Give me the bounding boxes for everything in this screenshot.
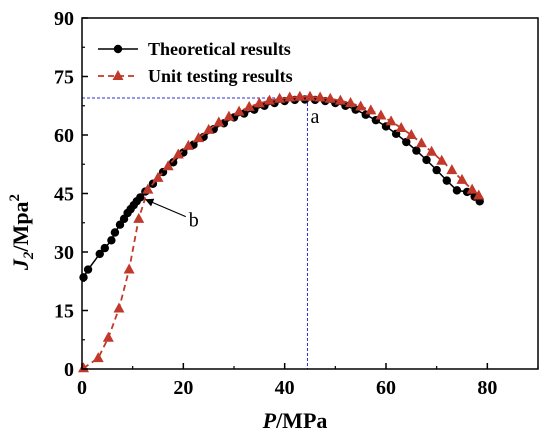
data-point-circle	[432, 165, 441, 175]
x-tick-label: 0	[77, 377, 87, 399]
data-point-circle	[95, 249, 104, 259]
data-point-triangle	[345, 97, 357, 108]
data-point-circle	[110, 228, 120, 237]
data-point-triangle	[334, 94, 346, 105]
y-axis-title-subscript: 2	[21, 251, 37, 260]
x-axis-title-symbol: P	[262, 408, 277, 433]
data-point-circle	[79, 273, 88, 282]
y-tick-label: 45	[54, 184, 74, 206]
legend-item-theoretical: Theoretical results	[98, 39, 291, 59]
data-point-triangle	[375, 109, 387, 120]
y-axis-title-symbol: J	[8, 258, 33, 271]
data-point-circle	[169, 158, 178, 167]
data-point-triangle	[78, 362, 90, 373]
y-axis-title: J2/Mpa2	[7, 194, 37, 271]
x-tick-label: 40	[275, 377, 295, 399]
legend-marker-theoretical	[113, 44, 123, 54]
annotation-arrow-b	[145, 198, 187, 218]
data-point-circle	[83, 265, 93, 274]
series-0	[79, 95, 484, 282]
data-point-triangle	[223, 110, 235, 121]
data-point-triangle	[324, 92, 336, 103]
y-tick-label: 90	[54, 8, 74, 30]
annotation-label-b: b	[189, 210, 199, 232]
data-point-triangle	[253, 97, 265, 108]
data-point-circle	[107, 236, 116, 245]
x-tick-label: 60	[376, 377, 396, 399]
y-tick-label: 30	[54, 242, 74, 264]
data-point-triangle	[473, 189, 485, 200]
x-axis-title: P/MPa	[262, 408, 328, 433]
data-point-triangle	[92, 352, 104, 363]
legend-marker-unit-testing	[112, 70, 124, 80]
data-point-triangle	[426, 145, 438, 156]
series-layer	[78, 90, 485, 373]
data-point-triangle	[102, 331, 114, 342]
data-point-triangle	[182, 139, 194, 150]
annotation-label-a: a	[310, 106, 319, 128]
data-point-circle	[136, 193, 145, 202]
y-tick-label: 60	[54, 125, 74, 147]
data-point-triangle	[466, 183, 478, 194]
data-point-triangle	[263, 94, 275, 105]
data-point-triangle	[172, 148, 184, 159]
data-point-triangle	[456, 173, 468, 184]
x-tick-label: 20	[173, 377, 193, 399]
data-point-triangle	[152, 171, 164, 182]
x-axis-title-unit: /MPa	[275, 408, 327, 433]
y-tick-label: 15	[54, 301, 74, 323]
data-point-triangle	[294, 90, 306, 101]
data-point-triangle	[385, 115, 397, 126]
data-point-triangle	[133, 212, 145, 223]
data-point-triangle	[142, 183, 154, 194]
data-point-circle	[442, 176, 451, 185]
data-point-triangle	[284, 91, 296, 102]
legend: Theoretical results Unit testing results	[98, 39, 293, 86]
data-point-triangle	[203, 123, 215, 134]
data-point-triangle	[162, 160, 174, 171]
data-point-triangle	[395, 121, 407, 132]
y-tick-label: 0	[64, 359, 74, 381]
data-point-circle	[452, 186, 462, 195]
y-axis-title-unit: /Mpa	[8, 201, 33, 252]
data-point-triangle	[243, 100, 255, 111]
legend-label-theoretical: Theoretical results	[148, 39, 291, 59]
y-axis-title-superscript: 2	[7, 194, 23, 202]
data-point-triangle	[193, 132, 205, 143]
data-point-triangle	[415, 137, 427, 148]
data-point-triangle	[113, 302, 125, 313]
x-tick-label: 80	[477, 377, 497, 399]
data-point-triangle	[123, 263, 135, 274]
data-point-circle	[115, 220, 125, 229]
data-point-triangle	[213, 116, 225, 127]
legend-label-unit-testing: Unit testing results	[148, 66, 293, 86]
axes-layer: 0 20 40 60 80 0 15 30 45 60 75 90	[54, 8, 539, 399]
y-tick-label: 75	[54, 67, 74, 89]
data-point-triangle	[446, 164, 458, 175]
series-1	[78, 90, 485, 373]
data-point-circle	[412, 146, 421, 155]
data-point-triangle	[233, 105, 245, 116]
data-point-triangle	[436, 154, 448, 165]
data-point-triangle	[304, 90, 316, 101]
annotations-layer: ab	[145, 106, 319, 232]
data-point-triangle	[274, 92, 286, 103]
data-point-triangle	[355, 100, 367, 111]
data-point-triangle	[314, 91, 326, 102]
data-point-triangle	[365, 104, 377, 115]
data-point-circle	[402, 137, 411, 147]
data-point-circle	[100, 243, 110, 253]
data-point-circle	[422, 155, 431, 165]
series-line-1	[82, 95, 480, 369]
legend-item-unit-testing: Unit testing results	[98, 66, 293, 86]
data-point-triangle	[405, 129, 417, 139]
